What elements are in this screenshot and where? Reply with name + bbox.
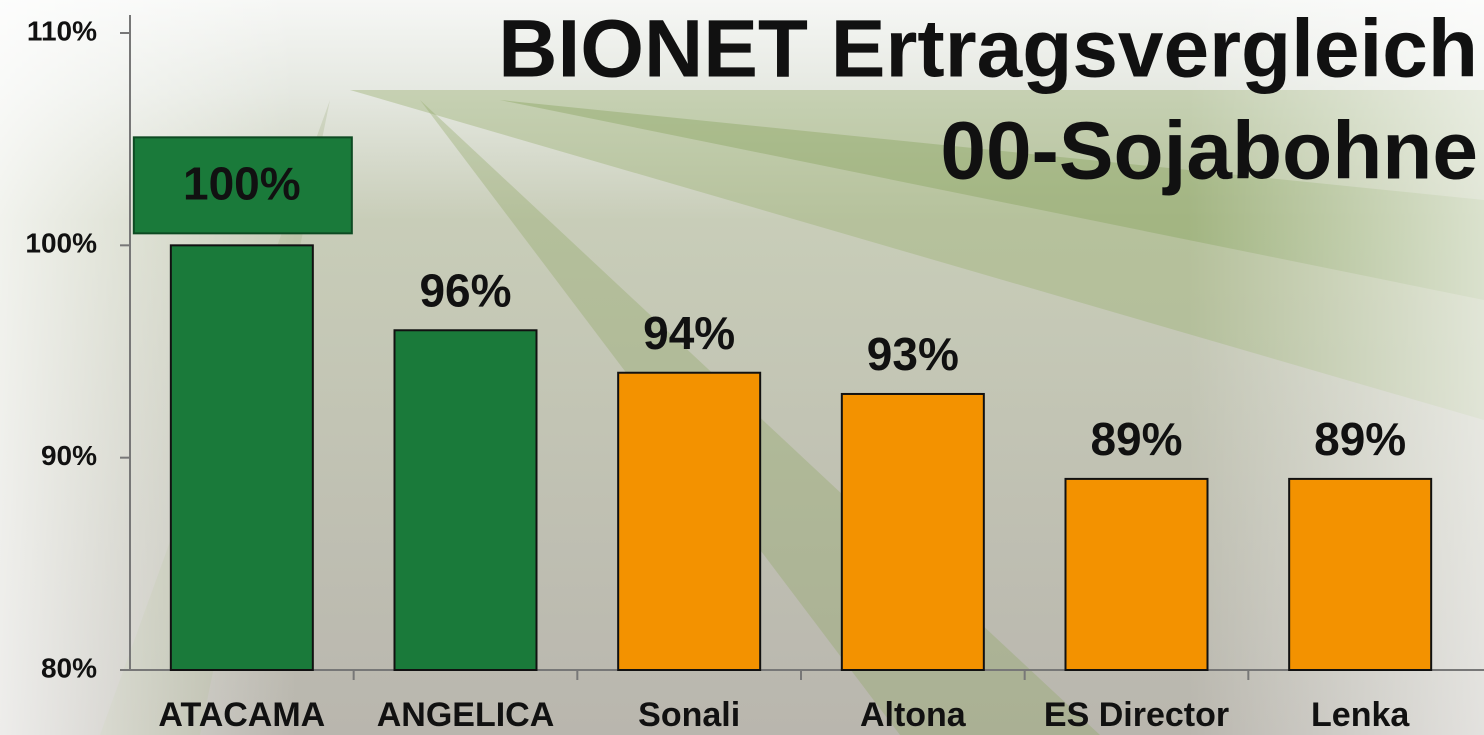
chart-title: BIONET Ertragsvergleich [498,4,1478,95]
x-tick-label: Lenka [1311,696,1410,734]
bar [842,394,984,670]
value-label: 89% [1090,413,1182,465]
y-tick-label: 90% [41,440,97,471]
value-label: 94% [643,307,735,359]
x-tick-label: Sonali [638,696,740,734]
chart: BIONET Ertragsvergleich 00-Sojabohne 80%… [0,0,1484,735]
bar [171,245,313,670]
bar [1289,479,1431,670]
y-tick-label: 100% [25,228,97,259]
bar [618,373,760,670]
x-tick-label: Altona [860,696,967,734]
y-tick-label: 80% [41,652,97,683]
y-tick-label: 110% [27,15,97,46]
x-tick-label: ATACAMA [158,696,325,734]
x-tick-label: ES Director [1044,696,1229,734]
value-label: 89% [1314,413,1406,465]
bar [395,330,537,670]
x-tick-label: ANGELICA [377,696,555,734]
value-label: 100% [183,157,301,209]
value-label: 93% [867,328,959,380]
bar [1066,479,1208,670]
value-label: 96% [419,264,511,316]
chart-subtitle: 00-Sojabohne [940,106,1478,197]
